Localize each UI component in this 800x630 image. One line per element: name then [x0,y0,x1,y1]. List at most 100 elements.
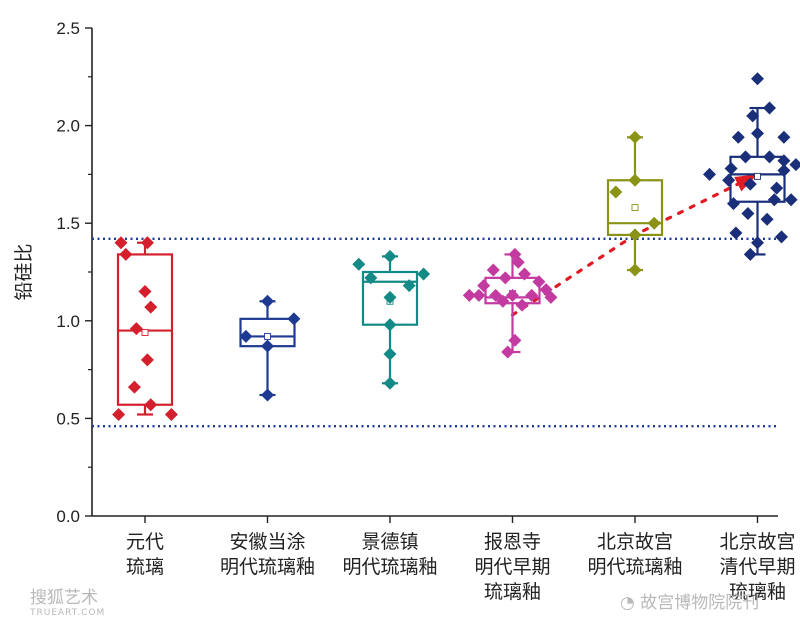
data-point [508,333,522,347]
data-point [628,228,642,242]
box-group-1 [239,294,301,402]
data-point [383,290,397,304]
data-point [777,154,791,168]
mean-marker [754,172,761,180]
data-point [518,267,531,281]
data-point [486,263,500,277]
data-point [760,212,774,226]
data-point [114,236,128,250]
data-point [628,130,642,144]
data-point [628,173,642,187]
data-point [609,185,623,199]
watermark-left: 搜狐艺术 TRUEART.COM [30,583,105,618]
watermark-right: ◔ 故宫博物院院刊 [620,588,759,613]
data-point [647,216,661,230]
wechat-icon: ◔ [620,593,635,613]
data-point [727,197,740,211]
data-point [498,271,512,285]
category-label: 明代琉璃釉 [342,556,437,578]
data-point [751,126,764,140]
data-point [140,236,154,250]
y-tick-label: 1.0 [56,312,80,331]
data-point [261,388,274,402]
category-label: 安徽当涂 [229,531,305,553]
data-point [515,298,529,312]
data-point [127,380,141,394]
data-point [743,247,757,261]
mean-marker [631,204,639,212]
data-point [261,294,274,308]
box-group-5 [703,72,800,261]
category-label: 元代 [126,531,164,553]
data-point [731,130,745,144]
data-point [763,101,776,115]
category-label: 景德镇 [361,531,418,553]
data-point [112,407,126,421]
y-tick-label: 2.5 [56,19,80,38]
box-groups [112,72,800,421]
data-point [501,345,515,359]
box-group-3 [462,247,558,359]
data-point [472,288,486,302]
data-point [489,288,503,302]
data-point [741,206,755,220]
data-point [703,167,716,181]
category-label: 琉璃釉 [729,581,786,603]
data-point [287,312,301,326]
category-label: 报恩寺 [484,531,541,553]
data-point [352,257,366,271]
data-point [777,130,791,144]
data-point [628,263,642,277]
y-axis-label: 铅硅比 [13,243,35,300]
data-point [767,193,781,207]
data-point [402,279,416,293]
category-label: 清代早期 [719,556,795,578]
category-label: 琉璃釉 [484,581,541,603]
data-point [751,72,764,86]
reference-lines [92,237,778,428]
axes: 0.0 0.5 1.0 1.5 2.0 2.5 铅硅比 [13,19,778,526]
watermark-left-small: TRUEART.COM [30,608,106,618]
category-label: 北京故宫 [597,531,673,553]
data-point [383,347,397,361]
data-point [383,249,397,263]
data-point [743,177,757,191]
data-point [239,329,253,343]
data-point [729,226,743,240]
data-point [261,339,274,353]
data-point [144,398,158,412]
box-group-2 [352,249,431,390]
data-point [746,109,760,123]
data-point [763,150,776,164]
data-point [138,285,152,299]
data-point [383,376,397,390]
box-iqr [484,276,541,305]
category-label: 明代早期 [474,556,550,578]
data-point [129,322,143,336]
data-point [477,279,491,293]
category-label: 北京故宫 [719,531,795,553]
data-point [496,294,510,308]
category-label: 明代琉璃釉 [220,556,315,578]
data-point [144,300,158,314]
data-point [364,271,378,285]
data-point [784,193,798,207]
data-point [506,288,519,302]
data-point [751,236,764,250]
box-group-4 [606,130,664,277]
watermark-right-text: 故宫博物院院刊 [640,593,760,613]
data-point [544,290,558,304]
data-point [739,150,752,164]
data-point [462,288,476,302]
data-point [383,318,397,332]
data-point [417,267,431,281]
mean-marker [141,329,149,336]
category-label: 琉璃 [126,556,164,578]
category-label: 明代琉璃釉 [587,556,682,578]
data-point [724,162,738,176]
data-point [722,173,736,187]
watermark-left-text: 搜狐艺术 [30,588,98,608]
y-tick-label: 2.0 [56,117,80,136]
y-tick-label: 0.5 [56,409,80,428]
